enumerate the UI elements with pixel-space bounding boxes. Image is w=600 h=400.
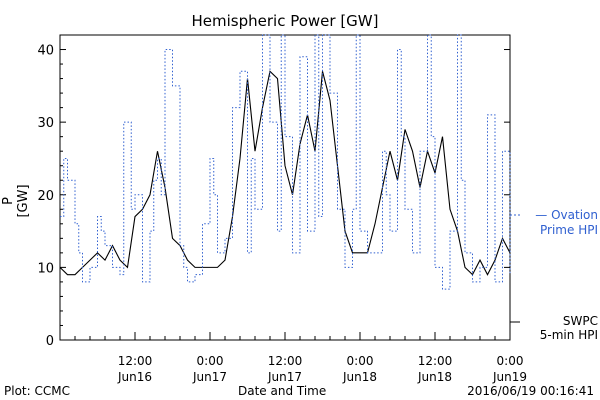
y-tick-label: 30 (37, 116, 54, 131)
x-tick-time-label: 0:00 (197, 354, 224, 368)
x-tick-date-label: Jun19 (492, 370, 527, 384)
swpc-legend-line1: SWPC (562, 314, 598, 328)
ovation-prime-hpi-line (60, 34, 511, 290)
x-axis-ticks: 12:00 Jun16 0:00 Jun17 12:00 Jun17 0:00 Jun18 12… (74, 332, 527, 384)
x-tick-time-label: 12:00 (118, 354, 153, 368)
swpc-legend-line2: 5-min HPI (539, 328, 598, 342)
ovation-legend-line2: Prime HPI (540, 223, 598, 237)
y-tick-label: 20 (37, 189, 54, 204)
x-tick-time-label: 12:00 (268, 354, 303, 368)
x-tick-date-label: Jun17 (267, 370, 302, 384)
plot-credit: Plot: CCMC (4, 384, 70, 398)
plot-frame (59, 34, 511, 341)
x-tick-date-label: Jun17 (192, 370, 227, 384)
x-tick-date-label: Jun18 (342, 370, 377, 384)
series-layer (59, 34, 511, 290)
chart-title: Hemispheric Power [GW] (191, 12, 379, 30)
plot-timestamp: 2016/06/19 00:16:41 (467, 384, 594, 398)
swpc-legend: SWPC 5-min HPI (512, 314, 598, 342)
x-tick-date-label: Jun18 (417, 370, 452, 384)
x-axis-label: Date and Time (238, 384, 327, 398)
x-tick-time-label: 0:00 (347, 354, 374, 368)
x-tick-date-label: Jun16 (117, 370, 152, 384)
ovation-legend: — Ovation Prime HPI (512, 208, 598, 238)
swpc-hpi-line (59, 70, 511, 276)
y-axis-label: P [GW] (1, 184, 31, 218)
y-tick-label: 40 (37, 44, 54, 59)
ovation-legend-line1: — Ovation (535, 208, 598, 222)
y-tick-label: 10 (37, 261, 54, 276)
x-tick-time-label: 12:00 (418, 354, 453, 368)
y-axis-ticks: 0 10 20 30 40 (37, 34, 510, 349)
x-tick-time-label: 0:00 (497, 354, 524, 368)
y-tick-label: 0 (46, 334, 54, 349)
